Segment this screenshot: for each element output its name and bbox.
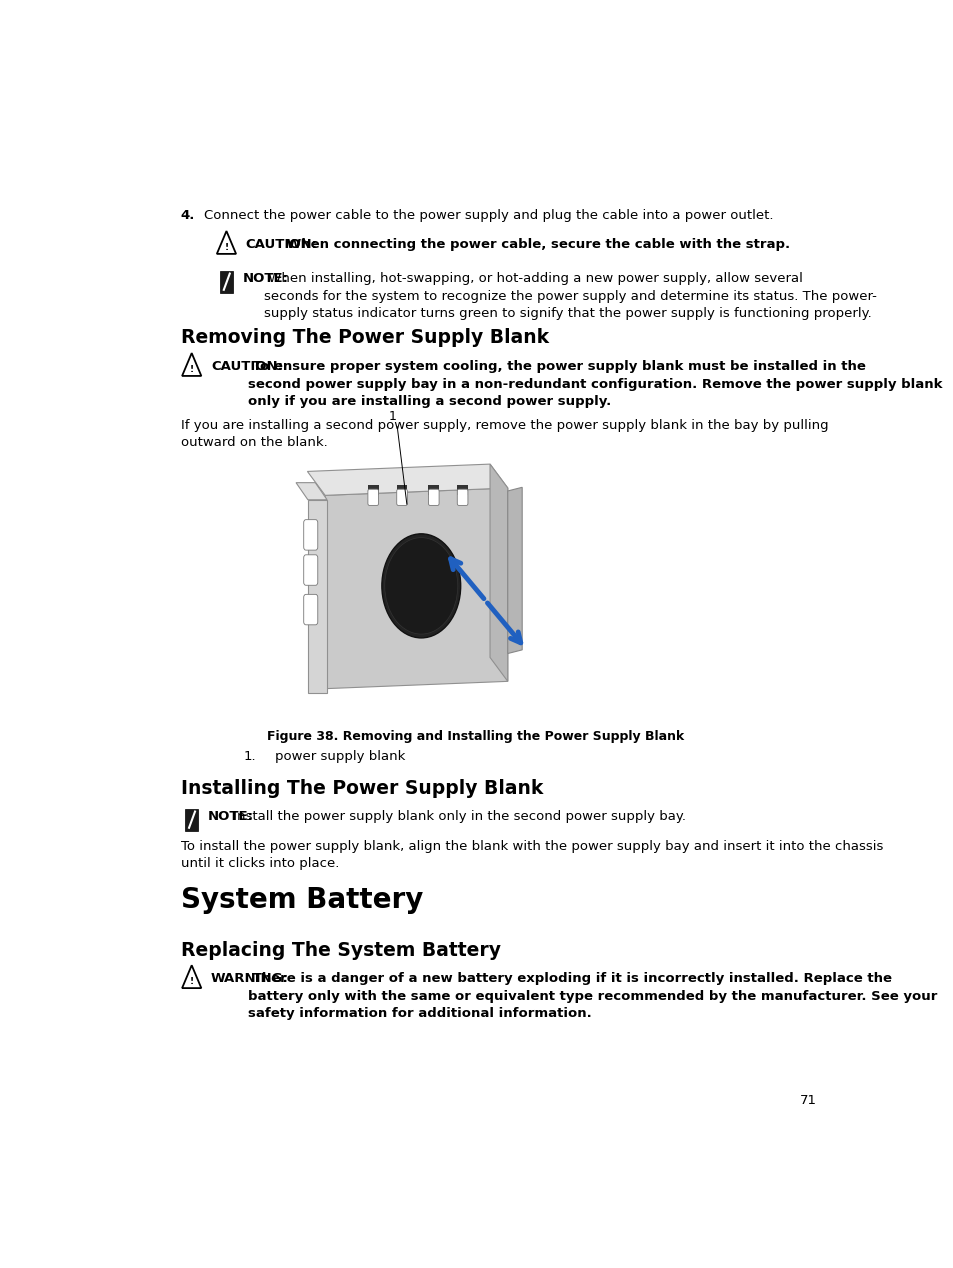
Text: WARNING:: WARNING:: [211, 973, 289, 985]
Text: 71: 71: [799, 1094, 816, 1107]
Polygon shape: [308, 500, 327, 694]
Polygon shape: [368, 484, 378, 495]
Text: Install the power supply blank only in the second power supply bay.: Install the power supply blank only in t…: [229, 810, 686, 823]
Polygon shape: [396, 484, 407, 495]
Text: 1.: 1.: [243, 749, 255, 762]
Text: !: !: [190, 365, 193, 374]
Text: Figure 38. Removing and Installing the Power Supply Blank: Figure 38. Removing and Installing the P…: [267, 730, 683, 743]
Text: NOTE:: NOTE:: [208, 810, 253, 823]
Text: When installing, hot-swapping, or hot-adding a new power supply, allow several
s: When installing, hot-swapping, or hot-ad…: [264, 273, 876, 321]
Text: !: !: [190, 976, 193, 985]
Polygon shape: [216, 231, 235, 254]
Circle shape: [381, 534, 460, 638]
FancyBboxPatch shape: [456, 489, 467, 506]
Text: To ensure proper system cooling, the power supply blank must be installed in the: To ensure proper system cooling, the pow…: [248, 360, 942, 408]
Text: CAUTION:: CAUTION:: [211, 360, 283, 373]
Polygon shape: [428, 484, 438, 495]
FancyBboxPatch shape: [303, 555, 317, 586]
Text: There is a danger of a new battery exploding if it is incorrectly installed. Rep: There is a danger of a new battery explo…: [248, 973, 936, 1021]
Text: power supply blank: power supply blank: [274, 749, 404, 762]
Text: Removing The Power Supply Blank: Removing The Power Supply Blank: [180, 328, 548, 347]
Text: Replacing The System Battery: Replacing The System Battery: [180, 941, 500, 960]
Polygon shape: [507, 487, 521, 653]
Text: If you are installing a second power supply, remove the power supply blank in th: If you are installing a second power sup…: [180, 418, 827, 449]
Text: Connect the power cable to the power supply and plug the cable into a power outl: Connect the power cable to the power sup…: [204, 209, 773, 222]
FancyBboxPatch shape: [219, 271, 233, 293]
Polygon shape: [307, 464, 507, 496]
Text: To install the power supply blank, align the blank with the power supply bay and: To install the power supply blank, align…: [180, 839, 882, 870]
Text: When connecting the power cable, secure the cable with the strap.: When connecting the power cable, secure …: [282, 238, 790, 251]
FancyBboxPatch shape: [396, 489, 407, 506]
Text: NOTE:: NOTE:: [242, 273, 289, 285]
Text: 4.: 4.: [180, 209, 194, 222]
FancyBboxPatch shape: [185, 809, 198, 831]
FancyBboxPatch shape: [303, 595, 317, 625]
Text: 1: 1: [388, 410, 395, 422]
Text: System Battery: System Battery: [180, 886, 422, 914]
Polygon shape: [325, 488, 507, 689]
FancyBboxPatch shape: [303, 520, 317, 550]
Polygon shape: [295, 483, 327, 500]
FancyBboxPatch shape: [428, 489, 438, 506]
Text: Installing The Power Supply Blank: Installing The Power Supply Blank: [180, 779, 542, 798]
Polygon shape: [182, 353, 201, 375]
Text: !: !: [224, 242, 229, 251]
Polygon shape: [456, 484, 467, 495]
FancyBboxPatch shape: [368, 489, 378, 506]
Circle shape: [384, 538, 457, 634]
Polygon shape: [182, 965, 201, 988]
Text: CAUTION:: CAUTION:: [246, 238, 317, 251]
Polygon shape: [490, 464, 507, 681]
